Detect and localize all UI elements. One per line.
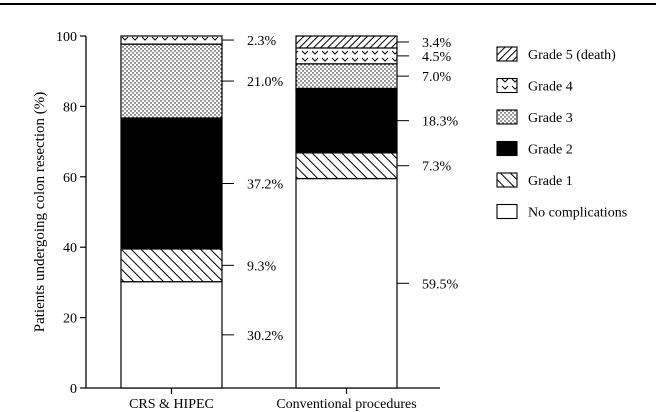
bar-segment (120, 117, 223, 250)
legend-label: Grade 4 (528, 80, 573, 95)
value-label: 2.3% (247, 34, 277, 49)
y-tick-label: 0 (70, 382, 77, 397)
y-tick-label: 20 (63, 312, 77, 327)
value-label: 30.2% (247, 329, 284, 344)
legend-swatch (496, 172, 518, 188)
bar-segment (120, 35, 223, 45)
bar-segment (120, 43, 223, 119)
value-label: 4.5% (422, 50, 452, 65)
legend-label: Grade 2 (528, 143, 573, 158)
legend-label: Grade 3 (528, 111, 573, 126)
y-tick-label: 40 (63, 241, 77, 256)
x-tick-label: CRS & HIPEC (129, 397, 214, 412)
bar-segment (120, 248, 223, 283)
legend-swatch (496, 77, 518, 94)
y-tick-label: 100 (56, 30, 77, 45)
legend-label: No complications (528, 206, 627, 221)
value-label: 18.3% (422, 115, 459, 130)
legend-label: Grade 5 (death) (528, 48, 616, 63)
y-axis-title: Patients undergoing colon resection (%) (32, 92, 48, 333)
legend-swatch (496, 203, 518, 220)
value-label: 7.0% (422, 70, 452, 85)
legend-label: Grade 1 (528, 174, 573, 189)
top-rule (0, 3, 656, 5)
legend-swatch (496, 109, 518, 125)
value-label: 37.2% (247, 177, 284, 192)
bar-segment (295, 63, 398, 90)
legend-swatch (496, 46, 518, 62)
value-label: 7.3% (422, 160, 452, 175)
bar-segment (120, 281, 223, 389)
bar-segment (295, 152, 398, 180)
value-label: 3.4% (422, 36, 452, 51)
value-label: 59.5% (422, 277, 459, 292)
value-label: 21.0% (247, 75, 284, 90)
y-tick-label: 80 (63, 100, 77, 115)
legend-swatch (496, 140, 518, 157)
bar-segment (295, 47, 398, 65)
bar-segment (295, 87, 398, 154)
bar-segment (295, 177, 398, 389)
x-tick-label: Conventional procedures (276, 397, 416, 412)
bar-segment (295, 35, 398, 49)
value-label: 9.3% (247, 259, 277, 274)
y-tick-label: 60 (63, 171, 77, 186)
